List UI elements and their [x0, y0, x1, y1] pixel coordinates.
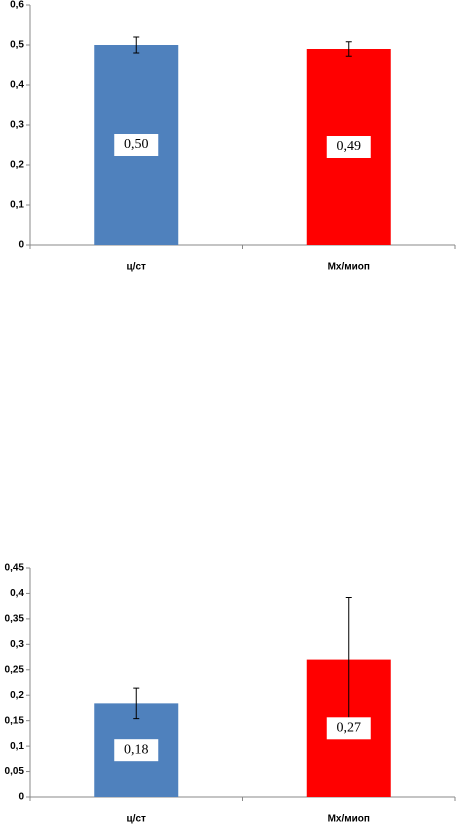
value-label: 0,49: [337, 139, 362, 154]
x-tick-label: ц/ст: [127, 262, 146, 273]
x-tick-label: ц/ст: [127, 814, 146, 825]
x-tick-label: Мх/миоп: [328, 814, 370, 825]
y-tick-label: 0,5: [10, 40, 24, 51]
y-tick-label: 0,3: [10, 639, 24, 650]
value-label: 0,18: [124, 742, 149, 757]
value-label-box: [326, 717, 371, 740]
y-tick-label: 0,05: [5, 766, 25, 777]
y-tick-label: 0,25: [5, 664, 25, 675]
y-tick-label: 0,1: [10, 200, 24, 211]
y-tick-label: 0: [18, 240, 24, 251]
value-label: 0,50: [124, 137, 149, 152]
value-label-box: [114, 739, 159, 762]
y-tick-label: 0,3: [10, 120, 24, 131]
y-tick-label: 0,4: [10, 80, 24, 91]
y-tick-label: 0: [18, 792, 24, 803]
y-tick-label: 0,1: [10, 741, 24, 752]
y-tick-label: 0,15: [5, 715, 25, 726]
x-tick-label: Мх/миоп: [328, 262, 370, 273]
y-tick-label: 0,45: [5, 563, 25, 574]
y-tick-label: 0,2: [10, 690, 24, 701]
error-bar: [133, 36, 140, 54]
y-tick-label: 0,6: [10, 0, 24, 11]
error-bar: [345, 41, 352, 57]
value-label: 0,27: [337, 721, 362, 736]
y-tick-label: 0,2: [10, 160, 24, 171]
y-tick-label: 0,35: [5, 614, 25, 625]
y-tick-label: 0,4: [10, 588, 24, 599]
value-label-box: [114, 134, 159, 156]
error-bar: [133, 687, 140, 720]
value-label-box: [326, 136, 371, 158]
